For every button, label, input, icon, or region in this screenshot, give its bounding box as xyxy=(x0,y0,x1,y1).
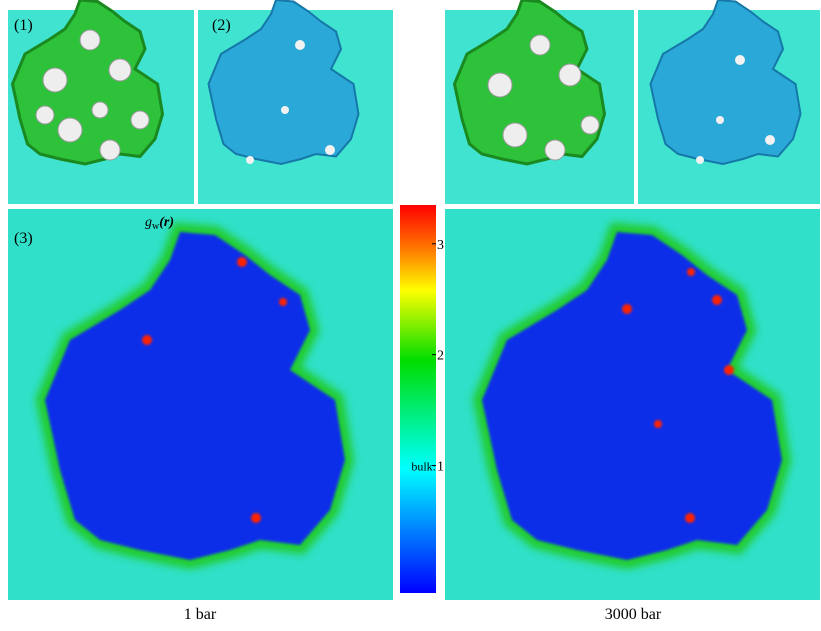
tick-label: 1 xyxy=(437,460,444,475)
panel-label: (1) xyxy=(14,17,33,34)
caption: 1 bar xyxy=(184,606,217,623)
bulk-label: bulk: xyxy=(411,460,436,474)
panel-label: (3) xyxy=(14,230,33,247)
colorbar-label: gw(r) xyxy=(145,215,174,232)
panel-label: (2) xyxy=(212,17,231,34)
tick-label: 3 xyxy=(437,238,444,253)
tick-label: 2 xyxy=(437,349,444,364)
panel-structure xyxy=(8,0,820,204)
panel-density xyxy=(8,209,820,600)
colorbar xyxy=(400,205,436,593)
caption: 3000 bar xyxy=(605,606,662,623)
